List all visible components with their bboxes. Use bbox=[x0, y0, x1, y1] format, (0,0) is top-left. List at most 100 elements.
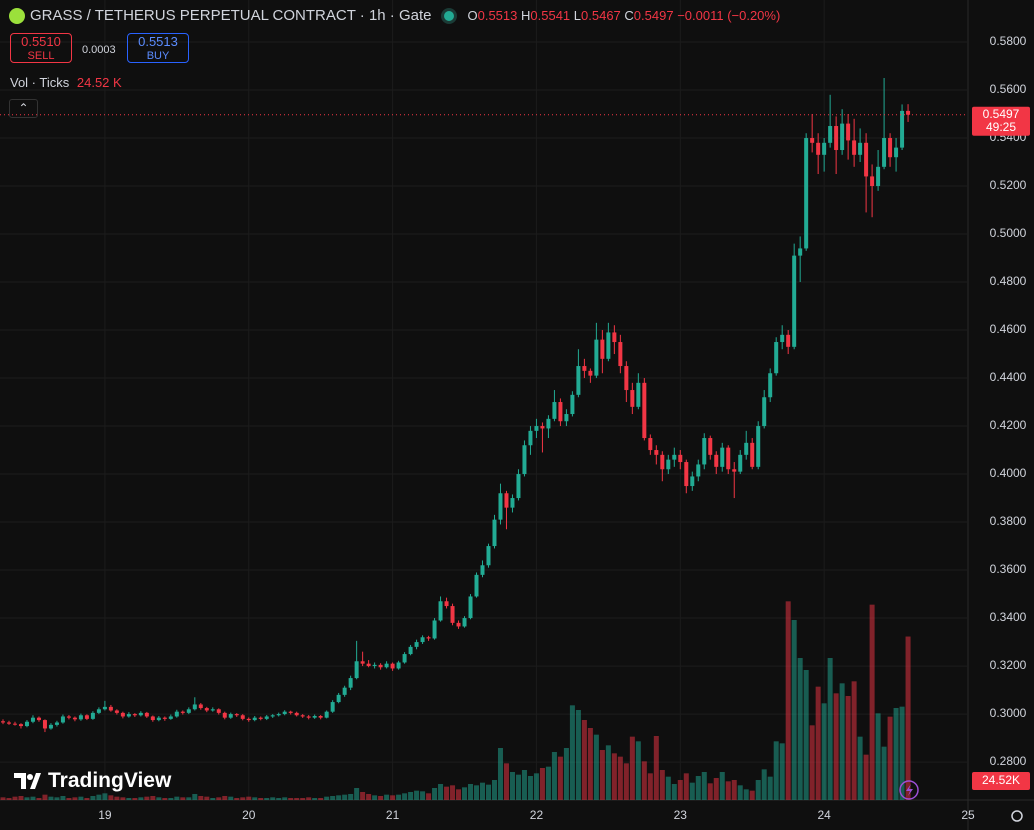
volume-bar bbox=[30, 796, 36, 800]
volume-bar bbox=[24, 797, 30, 800]
sell-button[interactable]: 0.5510 SELL bbox=[10, 33, 72, 63]
symbol-title[interactable]: GRASS / TETHERUS PERPETUAL CONTRACT · 1h… bbox=[30, 7, 432, 24]
volume-bar bbox=[60, 796, 66, 800]
x-tick-label: 25 bbox=[961, 808, 975, 822]
volume-bar bbox=[450, 785, 456, 800]
volume-bar bbox=[312, 798, 318, 800]
volume-bar bbox=[611, 753, 617, 800]
volume-bar bbox=[0, 797, 6, 800]
volume-bar bbox=[617, 756, 623, 800]
volume-bar bbox=[743, 789, 749, 800]
volume-bar bbox=[198, 796, 204, 800]
volume-bar bbox=[785, 601, 791, 800]
volume-bar bbox=[90, 796, 96, 800]
volume-bar bbox=[713, 778, 719, 800]
volume-bar bbox=[228, 796, 234, 800]
y-tick-label: 0.2800 bbox=[990, 754, 1027, 768]
volume-bar bbox=[797, 658, 803, 800]
volume-bar bbox=[551, 752, 557, 800]
volume-bar bbox=[845, 696, 851, 800]
volume-bar bbox=[515, 774, 521, 800]
volume-bar bbox=[222, 796, 228, 800]
y-tick-label: 0.3200 bbox=[990, 658, 1027, 672]
volume-bar bbox=[156, 797, 162, 800]
x-tick-label: 23 bbox=[674, 808, 688, 822]
volume-bar bbox=[432, 788, 438, 800]
volume-bar bbox=[863, 754, 869, 800]
volume-legend: Vol · Ticks 24.52 K bbox=[10, 75, 122, 90]
volume-bar bbox=[306, 797, 312, 800]
volume-bar bbox=[557, 756, 563, 800]
lightning-button[interactable] bbox=[899, 780, 919, 800]
volume-bar bbox=[503, 763, 509, 800]
volume-bar bbox=[426, 793, 432, 800]
volume-bar bbox=[791, 620, 797, 800]
volume-bar bbox=[348, 794, 354, 800]
last-price-box bbox=[972, 106, 1030, 136]
volume-bar bbox=[78, 796, 84, 800]
volume-bar bbox=[270, 797, 276, 800]
volume-bar bbox=[210, 798, 216, 800]
volume-bar bbox=[420, 791, 426, 800]
o-value: 0.5513 bbox=[477, 8, 518, 23]
lightning-icon bbox=[906, 784, 913, 796]
settings-button[interactable] bbox=[1011, 810, 1023, 822]
volume-bar bbox=[827, 658, 833, 800]
volume-bar bbox=[623, 763, 629, 800]
volume-bar bbox=[545, 766, 551, 800]
volume-bar bbox=[569, 705, 575, 800]
volume-bar bbox=[108, 795, 114, 800]
volume-bar bbox=[384, 794, 390, 800]
volume-bar bbox=[150, 796, 156, 800]
volume-bar bbox=[671, 784, 677, 800]
volume-bar bbox=[288, 798, 294, 800]
sell-label: SELL bbox=[27, 50, 55, 62]
volume-bar bbox=[162, 798, 168, 800]
volume-bar bbox=[857, 736, 863, 800]
volume-bar bbox=[330, 796, 336, 800]
volume-bar bbox=[731, 780, 737, 800]
buy-button[interactable]: 0.5513 BUY bbox=[127, 33, 189, 63]
volume-bar bbox=[719, 772, 725, 800]
volume-bar bbox=[605, 745, 611, 800]
volume-bar bbox=[318, 798, 324, 800]
volume-bar bbox=[755, 780, 761, 800]
y-tick-label: 0.3600 bbox=[990, 562, 1027, 576]
volume-bar bbox=[216, 797, 222, 800]
volume-bar bbox=[258, 798, 264, 800]
volume-bar bbox=[533, 773, 539, 800]
volume-bar bbox=[587, 728, 593, 800]
volume-bar bbox=[282, 797, 288, 800]
volume-bar bbox=[6, 798, 12, 800]
volume-title: Vol · Ticks bbox=[10, 75, 70, 90]
volume-bar bbox=[342, 794, 348, 800]
y-tick-label: 0.4000 bbox=[990, 466, 1027, 480]
volume-bar bbox=[635, 741, 641, 800]
volume-bar bbox=[396, 794, 402, 800]
volume-bar bbox=[114, 796, 120, 800]
volume-label: 24.52K bbox=[982, 773, 1020, 787]
y-tick-label: 0.4600 bbox=[990, 322, 1027, 336]
o-label: O bbox=[467, 8, 478, 23]
volume-bar bbox=[66, 798, 72, 800]
h-label: H bbox=[521, 8, 531, 23]
y-tick-label: 0.5800 bbox=[990, 34, 1027, 48]
x-tick-label: 19 bbox=[98, 808, 112, 822]
y-tick-label: 0.3000 bbox=[990, 706, 1027, 720]
volume-bar bbox=[468, 784, 474, 800]
y-tick-label: 0.3400 bbox=[990, 610, 1027, 624]
y-tick-label: 0.4400 bbox=[990, 370, 1027, 384]
volume-bar bbox=[887, 716, 893, 800]
volume-bar bbox=[563, 748, 569, 800]
volume-bar bbox=[659, 770, 665, 800]
change: −0.0011 (−0.20%) bbox=[677, 8, 781, 23]
volume-bar bbox=[414, 790, 420, 800]
volume-bar bbox=[174, 796, 180, 800]
collapse-button[interactable]: ⌃ bbox=[9, 99, 38, 118]
l-label: L bbox=[573, 8, 582, 23]
volume-bar bbox=[695, 776, 701, 800]
volume-bar bbox=[378, 796, 384, 800]
logo-text: TradingView bbox=[48, 769, 172, 792]
volume-bar bbox=[539, 768, 545, 800]
